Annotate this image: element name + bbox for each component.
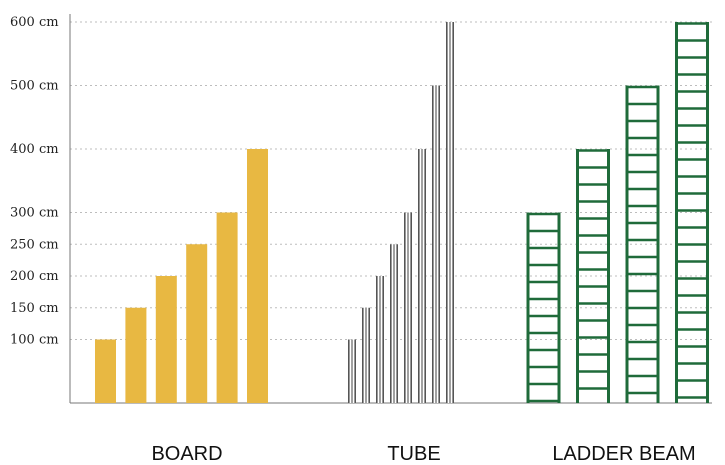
tube-edge xyxy=(368,307,370,403)
y-tick-label: 400 cm xyxy=(10,142,59,157)
y-tick-label: 250 cm xyxy=(10,237,59,252)
tube-bar xyxy=(376,276,384,403)
tube-edge xyxy=(390,244,392,403)
tube-edge xyxy=(376,276,378,403)
tube-bar xyxy=(362,307,370,403)
board-bar xyxy=(95,339,116,403)
y-tick-label: 500 cm xyxy=(10,79,59,94)
tube-inner-line xyxy=(449,22,451,403)
ladder-beam xyxy=(675,22,709,403)
tube-edge xyxy=(382,276,384,403)
ladder-beam xyxy=(526,212,561,403)
group-label: BOARD xyxy=(151,443,222,465)
tube-edge xyxy=(348,339,350,403)
group-label: TUBE xyxy=(387,443,440,465)
group-labels: BOARD TUBE LADDER BEAM xyxy=(151,443,695,465)
tube-edge xyxy=(404,212,406,403)
tube-inner-line xyxy=(421,149,423,403)
chart-marks xyxy=(95,22,709,403)
board-bar xyxy=(216,212,238,403)
tube-edge xyxy=(362,307,364,403)
tube-inner-line xyxy=(407,212,409,403)
board-bar xyxy=(186,244,208,403)
tube-bar xyxy=(418,149,426,403)
y-tick-label: 200 cm xyxy=(10,269,59,284)
y-tick-label: 150 cm xyxy=(10,301,59,316)
tube-edge xyxy=(438,85,440,403)
group-label: LADDER BEAM xyxy=(552,443,695,465)
tube-bar xyxy=(390,244,398,403)
board-bar xyxy=(247,149,268,403)
tube-bar xyxy=(446,22,454,403)
ladder-beam xyxy=(625,85,660,403)
tube-edge xyxy=(418,149,420,403)
tube-inner-line xyxy=(393,244,395,403)
tube-edge xyxy=(432,85,434,403)
tube-inner-line xyxy=(379,276,381,403)
y-tick-label: 300 cm xyxy=(10,206,59,221)
tube-edge xyxy=(410,212,412,403)
y-tick-labels: 100 cm 150 cm 200 cm 250 cm 300 cm 400 cm 500 … xyxy=(10,15,59,348)
tube-edge xyxy=(354,339,356,403)
tube-bar xyxy=(432,85,440,403)
tube-inner-line xyxy=(365,307,367,403)
y-tick-label: 100 cm xyxy=(10,333,59,348)
board-bar xyxy=(155,276,177,403)
tube-inner-line xyxy=(435,85,437,403)
tube-bar xyxy=(348,339,356,403)
tube-inner-line xyxy=(351,339,353,403)
tube-edge xyxy=(452,22,454,403)
tube-edge xyxy=(396,244,398,403)
tube-edge xyxy=(424,149,426,403)
board-bar xyxy=(125,307,147,403)
y-tick-label: 600 cm xyxy=(10,15,59,30)
ladder-beam xyxy=(576,149,610,403)
tube-edge xyxy=(446,22,448,403)
tube-bar xyxy=(404,212,412,403)
